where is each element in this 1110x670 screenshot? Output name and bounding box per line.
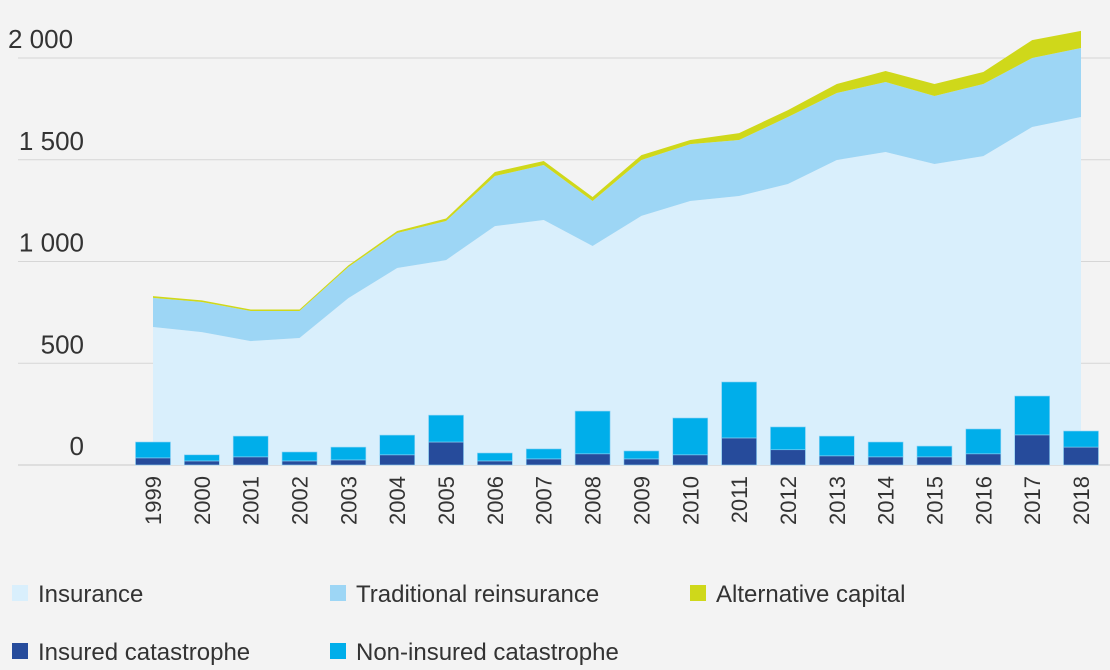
x-tick-label: 2010	[678, 476, 703, 525]
bar-insured-catastrophe	[184, 460, 220, 466]
x-tick-label: 2004	[385, 476, 410, 525]
bar-insured-catastrophe	[965, 453, 1002, 466]
area-traditional-reinsurance	[153, 48, 1081, 342]
x-tick-label: 2003	[336, 476, 361, 525]
bar-insured-catastrophe	[867, 456, 904, 466]
bar-non-insured-catastrophe	[818, 435, 855, 457]
bar-insured-catastrophe	[770, 449, 806, 466]
area-alternative-capital	[153, 30, 1081, 311]
x-tick-label: 2008	[581, 476, 606, 525]
x-tick-label: 2011	[727, 476, 752, 523]
bar-non-insured-catastrophe	[867, 441, 904, 458]
x-tick-label: 2017	[1020, 476, 1045, 525]
bar-non-insured-catastrophe	[281, 451, 318, 462]
bar-non-insured-catastrophe	[477, 452, 513, 462]
bar-insured-catastrophe	[330, 459, 367, 466]
legend-label: Insured catastrophe	[38, 639, 250, 666]
bar-insured-catastrophe	[574, 453, 611, 466]
bar-insured-catastrophe	[1014, 434, 1050, 466]
bar-non-insured-catastrophe	[1014, 395, 1050, 436]
legend-swatch	[330, 585, 346, 601]
legend-swatch	[12, 643, 28, 659]
legend-label: Traditional reinsurance	[356, 581, 599, 608]
bar-insured-catastrophe	[672, 454, 709, 466]
bar-non-insured-catastrophe	[965, 428, 1002, 455]
bar-non-insured-catastrophe	[525, 448, 562, 460]
legend-item: Non-insured catastrophe	[330, 639, 619, 666]
x-tick-label: 2001	[239, 476, 264, 525]
x-tick-label: 2014	[874, 476, 899, 525]
legend-item: Alternative capital	[690, 581, 905, 608]
x-tick-label: 1999	[141, 476, 166, 525]
bar-non-insured-catastrophe	[623, 450, 660, 460]
legend-swatch	[330, 643, 346, 659]
bar-insured-catastrophe	[916, 456, 953, 466]
legend-label: Alternative capital	[716, 581, 905, 608]
bar-non-insured-catastrophe	[428, 414, 464, 443]
y-tick-label: 0	[70, 431, 84, 461]
y-tick-label: 1 000	[19, 228, 84, 258]
legend-label: Non-insured catastrophe	[356, 639, 619, 666]
bar-insured-catastrophe	[281, 460, 318, 466]
y-tick-label: 1 500	[19, 126, 84, 156]
bar-insured-catastrophe	[379, 454, 416, 466]
bar-insured-catastrophe	[721, 437, 757, 466]
bar-non-insured-catastrophe	[721, 381, 757, 439]
bar-insured-catastrophe	[818, 455, 855, 466]
bar-non-insured-catastrophe	[135, 441, 171, 459]
x-tick-label: 2018	[1069, 476, 1094, 525]
x-tick-label: 2009	[629, 476, 654, 525]
bar-non-insured-catastrophe	[184, 454, 220, 462]
area-insurance	[153, 117, 1081, 465]
bar-insured-catastrophe	[428, 441, 464, 466]
bar-insured-catastrophe	[525, 458, 562, 466]
y-tick-label: 2 000	[8, 24, 73, 54]
bar-non-insured-catastrophe	[1063, 430, 1099, 448]
bar-non-insured-catastrophe	[770, 426, 806, 451]
bar-non-insured-catastrophe	[330, 446, 367, 461]
bar-insured-catastrophe	[623, 458, 660, 466]
bar-non-insured-catastrophe	[672, 417, 709, 456]
bar-insured-catastrophe	[135, 457, 171, 466]
x-tick-label: 2005	[434, 476, 459, 525]
bar-non-insured-catastrophe	[379, 434, 416, 456]
bar-non-insured-catastrophe	[232, 435, 269, 458]
x-tick-label: 2012	[776, 476, 801, 525]
legend-item: Traditional reinsurance	[330, 581, 599, 608]
legend-item: Insurance	[12, 581, 143, 608]
legend-item: Insured catastrophe	[12, 639, 250, 666]
legend-swatch	[690, 585, 706, 601]
legend-swatch	[12, 585, 28, 601]
x-tick-label: 2016	[971, 476, 996, 525]
bar-insured-catastrophe	[477, 460, 513, 466]
bar-insured-catastrophe	[232, 456, 269, 466]
x-tick-label: 2015	[922, 476, 947, 525]
x-tick-label: 2006	[483, 476, 508, 525]
x-tick-label: 2002	[288, 476, 313, 525]
bar-non-insured-catastrophe	[574, 410, 611, 455]
bar-insured-catastrophe	[1063, 446, 1099, 466]
y-tick-label: 500	[41, 329, 84, 359]
legend-label: Insurance	[38, 581, 143, 608]
x-tick-label: 2013	[825, 476, 850, 525]
bar-non-insured-catastrophe	[916, 445, 953, 458]
x-tick-label: 2000	[190, 476, 215, 525]
x-tick-label: 2007	[532, 476, 557, 525]
